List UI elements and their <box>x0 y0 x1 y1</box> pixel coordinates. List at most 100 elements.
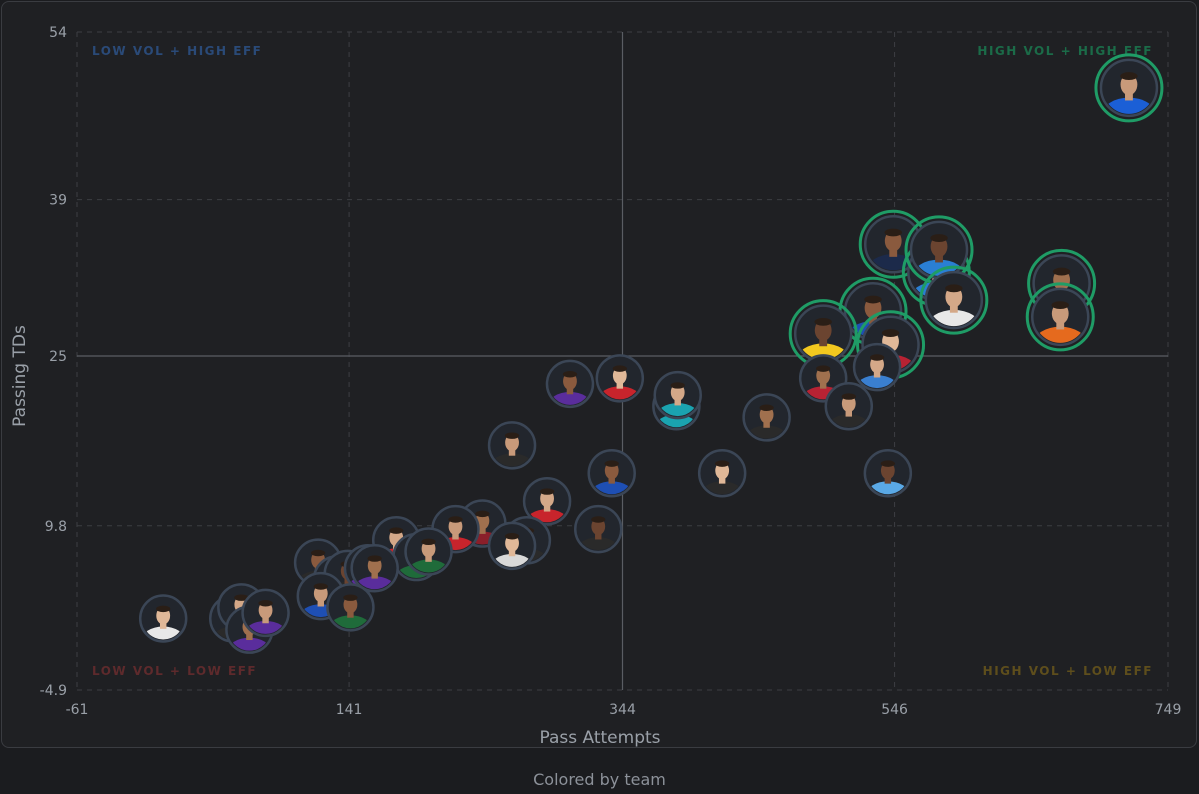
jersey <box>329 615 372 629</box>
player-point <box>326 583 375 632</box>
jersey <box>927 309 980 327</box>
hair <box>1120 72 1138 81</box>
player-avatar-icon <box>590 460 633 495</box>
hair <box>841 393 856 400</box>
jersey <box>701 481 744 495</box>
hair <box>389 527 404 534</box>
player-avatar-icon <box>329 594 372 629</box>
jersey <box>244 620 287 634</box>
jersey <box>491 553 534 567</box>
hair <box>930 234 948 243</box>
hair <box>539 488 555 495</box>
y-axis-label: Passing TDs <box>10 325 30 427</box>
player-point <box>852 342 902 392</box>
quadrant-label-top-right: HIGH VOL + HIGH EFF <box>977 44 1153 58</box>
neck <box>884 475 892 484</box>
neck <box>616 380 624 389</box>
footer-caption: Colored by team <box>533 770 666 789</box>
hair <box>367 555 382 562</box>
neck <box>452 531 459 540</box>
neck <box>889 247 898 257</box>
jersey <box>1102 97 1155 114</box>
player-point <box>587 449 636 498</box>
hair <box>504 533 520 540</box>
hair <box>816 365 831 372</box>
x-tick-label: 546 <box>881 702 908 718</box>
player-avatar-icon <box>745 404 788 439</box>
player-point <box>545 359 595 409</box>
player-avatar-icon <box>407 538 450 573</box>
jersey <box>353 576 396 590</box>
jersey <box>407 559 450 573</box>
neck <box>425 553 432 562</box>
player-avatar-icon <box>701 460 744 495</box>
player-avatar-icon <box>797 317 850 360</box>
jersey <box>598 386 641 400</box>
hair <box>475 510 490 518</box>
player-avatar-icon <box>867 228 920 271</box>
hair <box>591 516 606 523</box>
player-avatar-icon <box>1034 301 1087 343</box>
neck <box>566 386 574 395</box>
player-point <box>595 354 645 403</box>
player-point <box>697 449 747 498</box>
jersey <box>827 414 870 428</box>
player-avatar-icon <box>491 432 534 467</box>
player-point <box>824 381 874 431</box>
jersey <box>548 391 591 405</box>
y-tick-label: 9.8 <box>45 519 67 535</box>
neck <box>718 475 726 484</box>
x-tick-label: 344 <box>609 702 636 718</box>
hair <box>343 594 358 601</box>
hair <box>562 371 578 378</box>
hair <box>884 228 902 237</box>
neck <box>608 475 615 484</box>
jersey <box>655 414 698 428</box>
data-points <box>138 53 1164 654</box>
neck <box>262 615 269 624</box>
neck <box>508 447 516 456</box>
hair <box>881 329 900 337</box>
player-avatar-icon <box>142 605 185 640</box>
quadrant-label-bottom-right: HIGH VOL + LOW EFF <box>983 664 1153 678</box>
neck <box>1056 319 1065 330</box>
neck <box>479 525 486 534</box>
hair <box>156 605 171 613</box>
jersey <box>142 626 185 640</box>
neck <box>347 609 354 618</box>
neck <box>869 314 877 324</box>
hair <box>880 460 895 467</box>
jersey <box>867 254 920 271</box>
jersey <box>656 403 699 417</box>
player-point <box>522 476 572 526</box>
player-point <box>788 299 858 369</box>
neck <box>873 369 881 378</box>
hair <box>715 460 730 467</box>
quadrant-label-top-left: LOW VOL + HIGH EFF <box>92 44 262 58</box>
hair <box>1052 267 1071 276</box>
neck <box>763 419 770 428</box>
player-avatar-icon <box>1102 72 1155 114</box>
player-point <box>1025 282 1095 352</box>
jersey <box>228 637 271 651</box>
hair <box>258 600 273 607</box>
scatter-plot: LOW VOL + HIGH EFF HIGH VOL + HIGH EFF L… <box>10 25 1181 748</box>
jersey <box>866 481 909 495</box>
hair <box>814 317 832 326</box>
player-point <box>241 588 290 638</box>
neck <box>317 598 325 607</box>
player-avatar-icon <box>526 488 569 523</box>
jersey <box>797 343 850 360</box>
player-point <box>653 370 702 420</box>
y-tick-label: 54 <box>49 25 67 41</box>
player-avatar-icon <box>856 354 899 389</box>
hair <box>234 594 249 601</box>
hair <box>421 538 436 546</box>
x-axis-label: Pass Attempts <box>539 728 660 748</box>
neck <box>595 531 602 540</box>
hair <box>310 549 326 557</box>
jersey <box>856 375 899 389</box>
highlight-ring <box>919 265 989 335</box>
hair <box>1051 301 1069 310</box>
neck <box>246 631 253 641</box>
